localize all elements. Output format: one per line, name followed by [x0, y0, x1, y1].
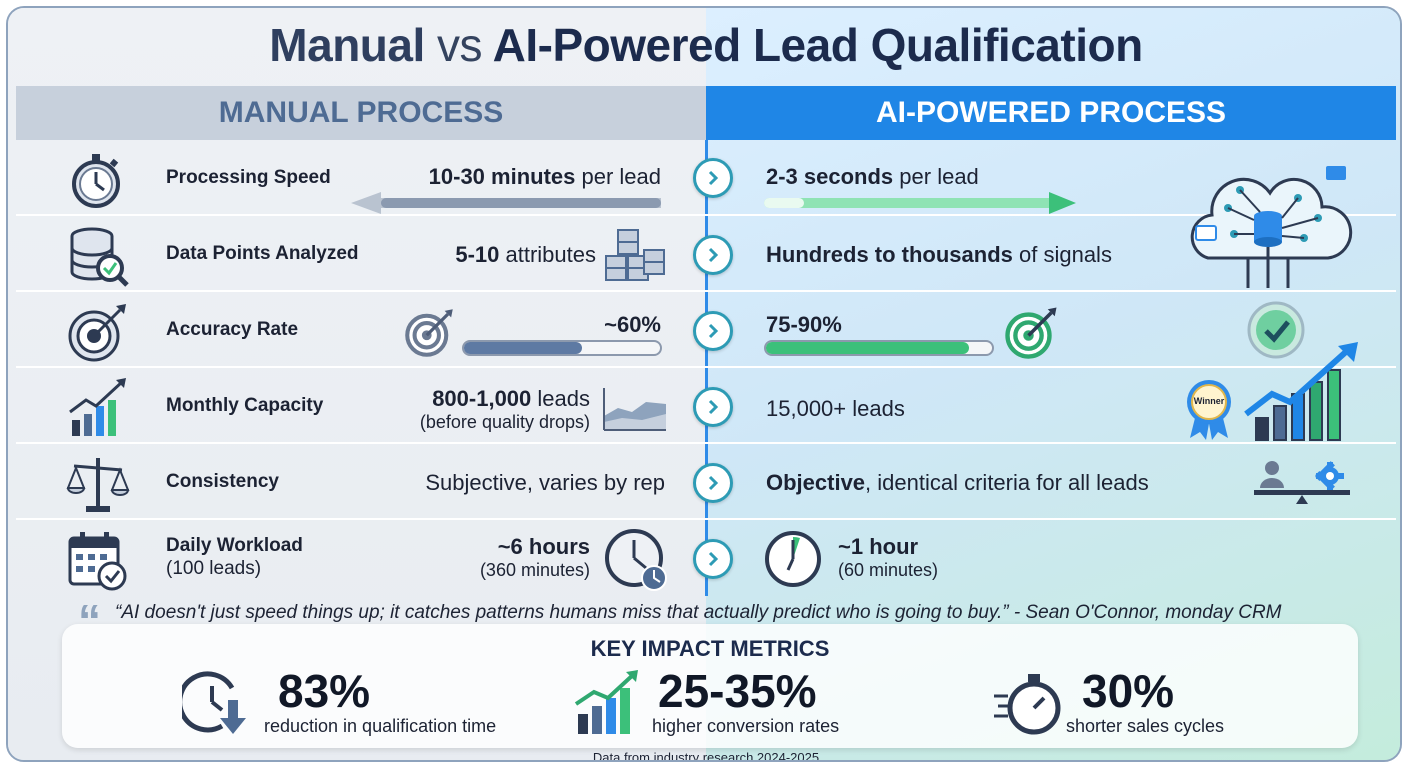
row-label: Monthly Capacity: [166, 394, 324, 416]
row-label: Processing Speed: [166, 166, 331, 188]
title-ai: AI-Powered Lead Qualification: [492, 19, 1144, 71]
ai-speed-value: 2-3 seconds per lead: [766, 164, 979, 189]
clock-icon: [765, 531, 821, 587]
ai-accuracy-fill: [766, 342, 970, 354]
metric-value: 83%: [278, 665, 371, 717]
fast-arrow-icon: [764, 192, 1076, 214]
infographic-frame: Manual vs AI-Powered Lead Qualification …: [6, 6, 1402, 762]
row-label: Data Points Analyzed: [166, 242, 359, 264]
winner-label: Winner: [1193, 396, 1225, 406]
area-trend-icon: [603, 388, 666, 431]
row-daily-workload: Daily Workload (100 leads) ~6 hours (360 …: [16, 522, 1396, 596]
check-badge-icon: [1247, 301, 1305, 359]
growth-chart-icon: [1244, 342, 1358, 441]
slow-arrow-icon: [351, 192, 661, 214]
row-accuracy-rate: Accuracy Rate ~60% 75-90%: [16, 294, 1396, 368]
stopwatch-icon: [72, 154, 120, 208]
ai-capacity-value: 15,000+ leads: [766, 396, 905, 421]
growth-chart-icon: [574, 670, 638, 734]
row-processing-speed: Processing Speed 10-30 minutes per lead …: [16, 142, 1396, 216]
ai-cloud-network-icon: [1190, 166, 1353, 288]
row-label: Consistency: [166, 470, 279, 492]
quote-text: “AI doesn't just speed things up; it cat…: [115, 602, 1282, 623]
winner-badge: Winner: [1184, 378, 1234, 440]
row-label-main: Daily Workload: [166, 535, 303, 557]
ribbon-icon: [1187, 380, 1231, 440]
row-data-points: Data Points Analyzed 5-10 attributes Hun…: [16, 218, 1396, 292]
manual-capacity-note: (before quality drops): [419, 412, 590, 432]
metric-description: higher conversion rates: [652, 716, 840, 736]
calendar-icon: [68, 532, 127, 591]
metrics-title: KEY IMPACT METRICS: [590, 636, 830, 661]
chevron-right-icon: [693, 539, 733, 579]
title-vs: vs: [437, 19, 483, 71]
manual-workload-value: ~6 hours: [497, 534, 590, 559]
chevron-right-icon: [693, 311, 733, 351]
growth-chart-icon: [69, 378, 126, 436]
manual-capacity-value: 800-1,000 leads: [432, 386, 590, 411]
ai-process-header: AI-POWERED PROCESS: [706, 86, 1396, 140]
row-label: Daily Workload (100 leads): [166, 522, 366, 594]
title-manual: Manual: [269, 19, 425, 71]
ai-consistency-value: Objective, identical criteria for all le…: [766, 470, 1149, 495]
chevron-right-icon: [693, 158, 733, 198]
ai-data-value: Hundreds to thousands of signals: [766, 242, 1112, 267]
manual-consistency-value: Subjective, varies by rep: [425, 470, 665, 495]
manual-accuracy-bar: [462, 340, 662, 356]
ai-accuracy-value: 75-90%: [766, 312, 842, 337]
row-label: Accuracy Rate: [166, 318, 299, 340]
clock-icon: [605, 529, 667, 591]
chevron-right-icon: [693, 235, 733, 275]
ai-workload-note: (60 minutes): [838, 560, 939, 580]
manual-accuracy-fill: [464, 342, 582, 354]
scales-icon: [66, 458, 130, 512]
row-label-sub: (100 leads): [166, 558, 262, 579]
manual-speed-value: 10-30 minutes per lead: [428, 164, 661, 189]
manual-process-header: MANUAL PROCESS: [16, 86, 706, 140]
chevron-right-icon: [693, 387, 733, 427]
column-divider: [705, 140, 708, 596]
manual-workload-note: (360 minutes): [479, 560, 590, 580]
row-consistency: Consistency Subjective, varies by rep Ob…: [16, 446, 1396, 520]
manual-data-value: 5-10 attributes: [455, 242, 596, 267]
page-title: Manual vs AI-Powered Lead Qualification: [8, 18, 1400, 72]
source-footer: Data from industry research 2024-2025: [592, 750, 820, 762]
balanced-scale-icon: [1254, 461, 1350, 504]
metric-value: 25-35%: [658, 665, 817, 717]
metric-description: reduction in qualification time: [264, 716, 497, 736]
target-icon: [1005, 307, 1057, 359]
chevron-right-icon: [693, 463, 733, 503]
ai-accuracy-bar: [764, 340, 994, 356]
clock-down-icon: [182, 671, 246, 734]
fast-stopwatch-icon: [994, 674, 1061, 735]
row-monthly-capacity: Monthly Capacity 800-1,000 leads (before…: [16, 342, 1396, 444]
data-cubes-icon: [605, 229, 665, 281]
key-impact-metrics-panel: KEY IMPACT METRICS 83% reduction in qual…: [62, 624, 1358, 748]
target-icon: [68, 304, 126, 362]
metric-value: 30%: [1082, 665, 1175, 717]
metric-description: shorter sales cycles: [1066, 716, 1225, 736]
database-search-icon: [70, 227, 129, 287]
target-icon: [405, 309, 453, 357]
manual-accuracy-value: ~60%: [604, 312, 661, 337]
ai-workload-value: ~1 hour: [838, 534, 919, 559]
